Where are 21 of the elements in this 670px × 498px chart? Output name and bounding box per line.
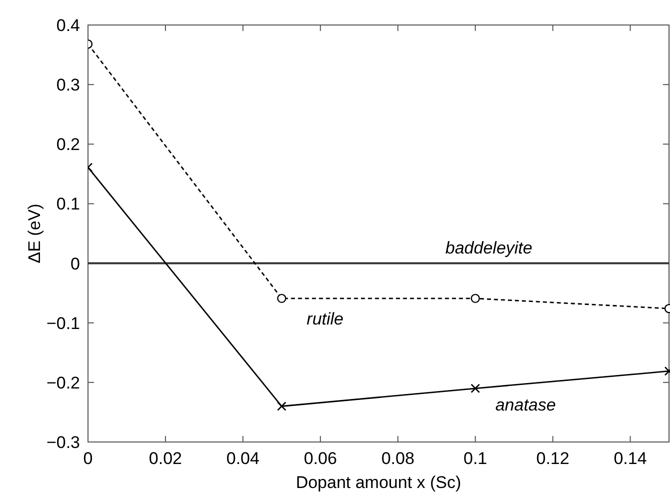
y-tick-label: 0.3	[56, 76, 80, 95]
x-axis-title: Dopant amount x (Sc)	[296, 473, 462, 492]
series-label: rutile	[306, 309, 344, 328]
y-tick-label: −0.3	[46, 433, 80, 452]
x-tick-label: 0.1	[464, 449, 488, 468]
y-tick-label: 0.2	[56, 135, 80, 154]
x-tick-label: 0.14	[614, 449, 647, 468]
y-tick-label: −0.2	[46, 373, 80, 392]
ref-line-label: baddeleyite	[445, 238, 532, 258]
y-tick-label: 0.4	[56, 16, 80, 35]
y-tick-label: 0.1	[56, 194, 80, 214]
x-tick-label: 0.04	[226, 449, 260, 468]
y-tick-label: 0	[70, 254, 80, 274]
series-label: anatase	[495, 395, 556, 414]
x-tick-label: 0	[83, 449, 93, 468]
y-axis-title: ΔE (eV)	[25, 204, 44, 264]
x-tick-label: 0.06	[304, 449, 337, 468]
x-tick-label: 0.02	[148, 449, 182, 468]
x-tick-label: 0.12	[536, 449, 570, 468]
x-tick-label: 0.08	[381, 449, 414, 468]
y-tick-label: −0.1	[46, 314, 80, 333]
